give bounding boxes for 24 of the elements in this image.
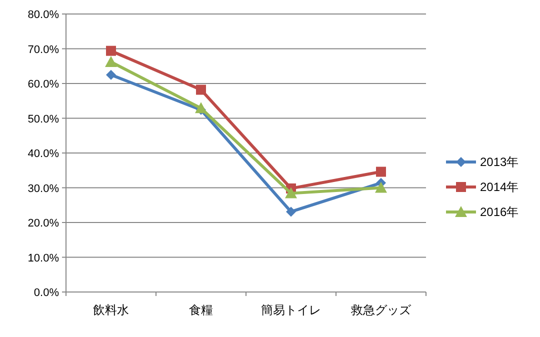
x-tick-label: 飲料水 [93, 303, 129, 317]
y-tick-label: 20.0% [28, 218, 60, 230]
point [106, 46, 116, 56]
point [376, 166, 386, 177]
point [285, 187, 297, 198]
legend-label: 2014年 [480, 180, 519, 194]
point [106, 70, 116, 80]
legend-label: 2013年 [480, 155, 519, 169]
y-tick-label: 40.0% [28, 148, 60, 160]
y-tick-label: 70.0% [28, 44, 60, 56]
point [105, 56, 117, 67]
y-tick-label: 30.0% [28, 182, 60, 195]
y-tick-label: 80.0% [28, 9, 60, 21]
y-tick-label: 60.0% [28, 78, 60, 90]
y-tick-label: 10.0% [28, 252, 60, 264]
y-tick-label: 0.0% [34, 287, 60, 299]
legend-label: 2016年 [480, 205, 519, 219]
x-tick-label: 食糧 [189, 303, 213, 317]
point [286, 206, 296, 217]
point [375, 182, 387, 193]
y-tick-label: 50.0% [28, 113, 60, 126]
point [196, 84, 206, 95]
x-tick-label: 簡易トイレ [261, 303, 321, 317]
x-tick-label: 救急グッズ [350, 303, 412, 317]
